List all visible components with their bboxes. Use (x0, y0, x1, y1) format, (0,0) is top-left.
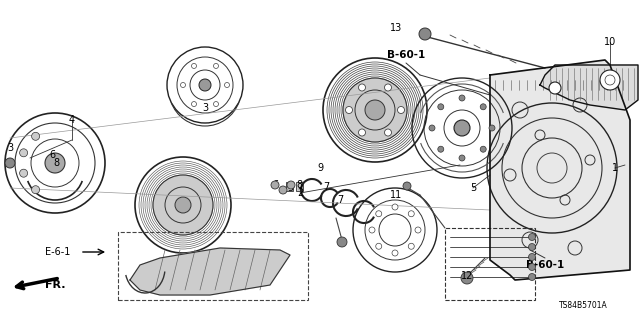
Circle shape (214, 101, 218, 107)
Circle shape (480, 146, 486, 152)
Circle shape (438, 146, 444, 152)
Text: 3: 3 (287, 183, 293, 193)
Circle shape (225, 83, 230, 87)
Circle shape (461, 272, 473, 284)
Text: B-60-1: B-60-1 (387, 50, 425, 60)
Text: 10: 10 (604, 37, 616, 47)
Text: B-60-1: B-60-1 (526, 260, 564, 270)
Circle shape (529, 253, 536, 260)
Circle shape (199, 79, 211, 91)
Circle shape (287, 181, 295, 189)
Circle shape (529, 263, 536, 270)
Bar (118, 232, 308, 300)
Circle shape (376, 211, 381, 217)
Circle shape (392, 250, 398, 256)
Text: 7: 7 (337, 195, 343, 205)
Circle shape (358, 84, 365, 91)
Circle shape (20, 169, 28, 177)
Circle shape (415, 227, 421, 233)
Circle shape (337, 237, 347, 247)
Circle shape (454, 120, 470, 136)
Bar (296, 182, 303, 191)
Text: 12: 12 (461, 271, 473, 281)
Circle shape (5, 158, 15, 168)
Bar (286, 182, 293, 191)
Circle shape (600, 70, 620, 90)
Text: TS84B5701A: TS84B5701A (559, 300, 607, 309)
Bar (445, 228, 535, 300)
Circle shape (529, 274, 536, 281)
Circle shape (529, 234, 536, 241)
Polygon shape (490, 60, 630, 280)
Circle shape (408, 211, 414, 217)
Circle shape (175, 197, 191, 213)
Text: 8: 8 (296, 180, 302, 190)
Circle shape (397, 107, 404, 114)
Text: 9: 9 (317, 163, 323, 173)
Circle shape (403, 182, 411, 190)
Circle shape (408, 243, 414, 249)
Polygon shape (540, 65, 638, 110)
Text: 3: 3 (202, 103, 208, 113)
Circle shape (191, 63, 196, 68)
Circle shape (419, 28, 431, 40)
Polygon shape (130, 248, 290, 295)
Circle shape (438, 104, 444, 110)
Circle shape (180, 83, 186, 87)
Text: 6: 6 (49, 150, 55, 160)
Text: 7: 7 (323, 182, 329, 192)
Circle shape (385, 129, 392, 136)
Text: 8: 8 (53, 158, 59, 168)
Circle shape (279, 186, 287, 194)
Text: 5: 5 (470, 183, 476, 193)
Circle shape (271, 181, 279, 189)
Circle shape (31, 132, 40, 140)
Text: 2: 2 (297, 188, 303, 198)
Circle shape (429, 125, 435, 131)
Circle shape (343, 78, 407, 142)
Circle shape (385, 84, 392, 91)
Circle shape (529, 244, 536, 251)
Circle shape (549, 82, 561, 94)
Text: 3: 3 (7, 143, 13, 153)
Text: E-6-1: E-6-1 (45, 247, 70, 257)
Text: 13: 13 (390, 23, 402, 33)
Circle shape (365, 100, 385, 120)
Circle shape (369, 227, 375, 233)
Circle shape (392, 204, 398, 210)
Text: 6: 6 (272, 180, 278, 190)
Circle shape (31, 186, 40, 194)
Text: 1: 1 (612, 163, 618, 173)
Circle shape (20, 149, 28, 157)
Circle shape (346, 107, 353, 114)
Circle shape (191, 101, 196, 107)
Circle shape (459, 155, 465, 161)
Circle shape (489, 125, 495, 131)
Circle shape (45, 153, 65, 173)
Circle shape (459, 95, 465, 101)
Circle shape (480, 104, 486, 110)
Text: 11: 11 (390, 190, 402, 200)
Circle shape (358, 129, 365, 136)
Text: 4: 4 (69, 115, 75, 125)
Circle shape (153, 175, 213, 235)
Circle shape (376, 243, 381, 249)
Text: FR.: FR. (45, 280, 65, 290)
Circle shape (214, 63, 218, 68)
